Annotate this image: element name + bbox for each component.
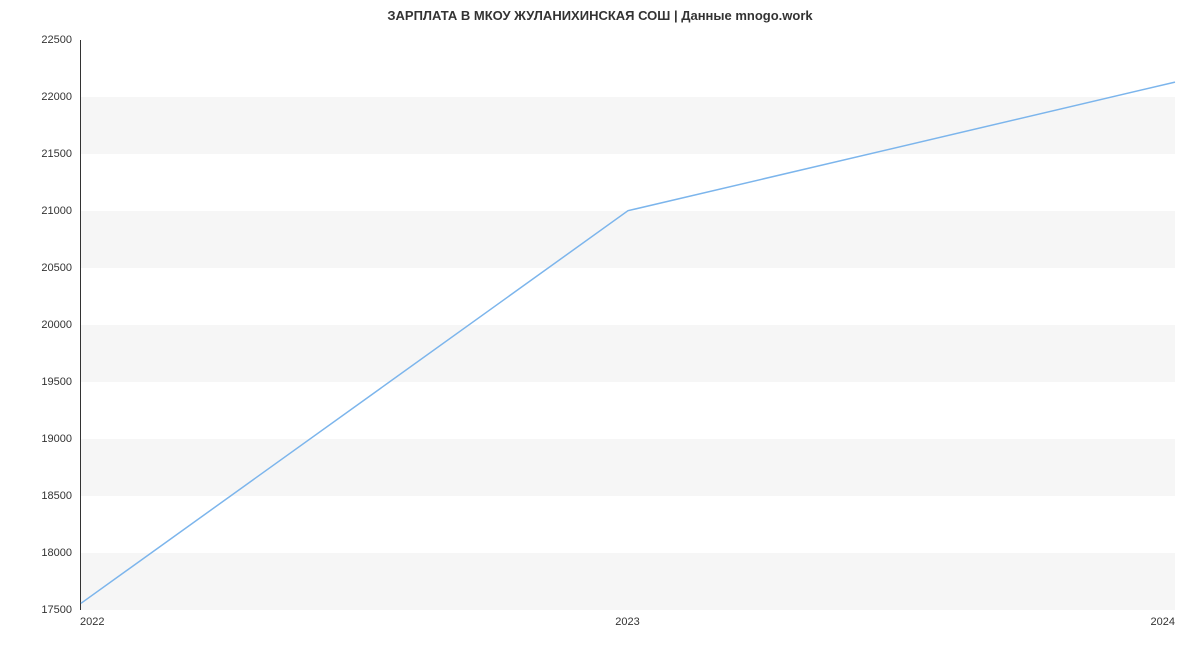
y-tick-label: 18500 <box>41 490 72 502</box>
chart-title: ЗАРПЛАТА В МКОУ ЖУЛАНИХИНСКАЯ СОШ | Данн… <box>0 0 1200 23</box>
y-tick-label: 17500 <box>41 604 72 616</box>
y-tick-label: 18000 <box>41 547 72 559</box>
y-tick-label: 22000 <box>41 91 72 103</box>
x-tick-label: 2022 <box>80 616 104 628</box>
plot-area <box>80 40 1175 610</box>
y-tick-label: 19500 <box>41 376 72 388</box>
chart-container: 1750018000185001900019500200002050021000… <box>80 40 1175 610</box>
y-tick-label: 22500 <box>41 34 72 46</box>
x-tick-label: 2024 <box>1151 616 1175 628</box>
y-tick-label: 21000 <box>41 205 72 217</box>
line-series <box>81 40 1175 609</box>
y-tick-label: 20500 <box>41 262 72 274</box>
x-tick-label: 2023 <box>615 616 639 628</box>
y-tick-label: 19000 <box>41 433 72 445</box>
y-tick-label: 21500 <box>41 148 72 160</box>
y-tick-label: 20000 <box>41 319 72 331</box>
